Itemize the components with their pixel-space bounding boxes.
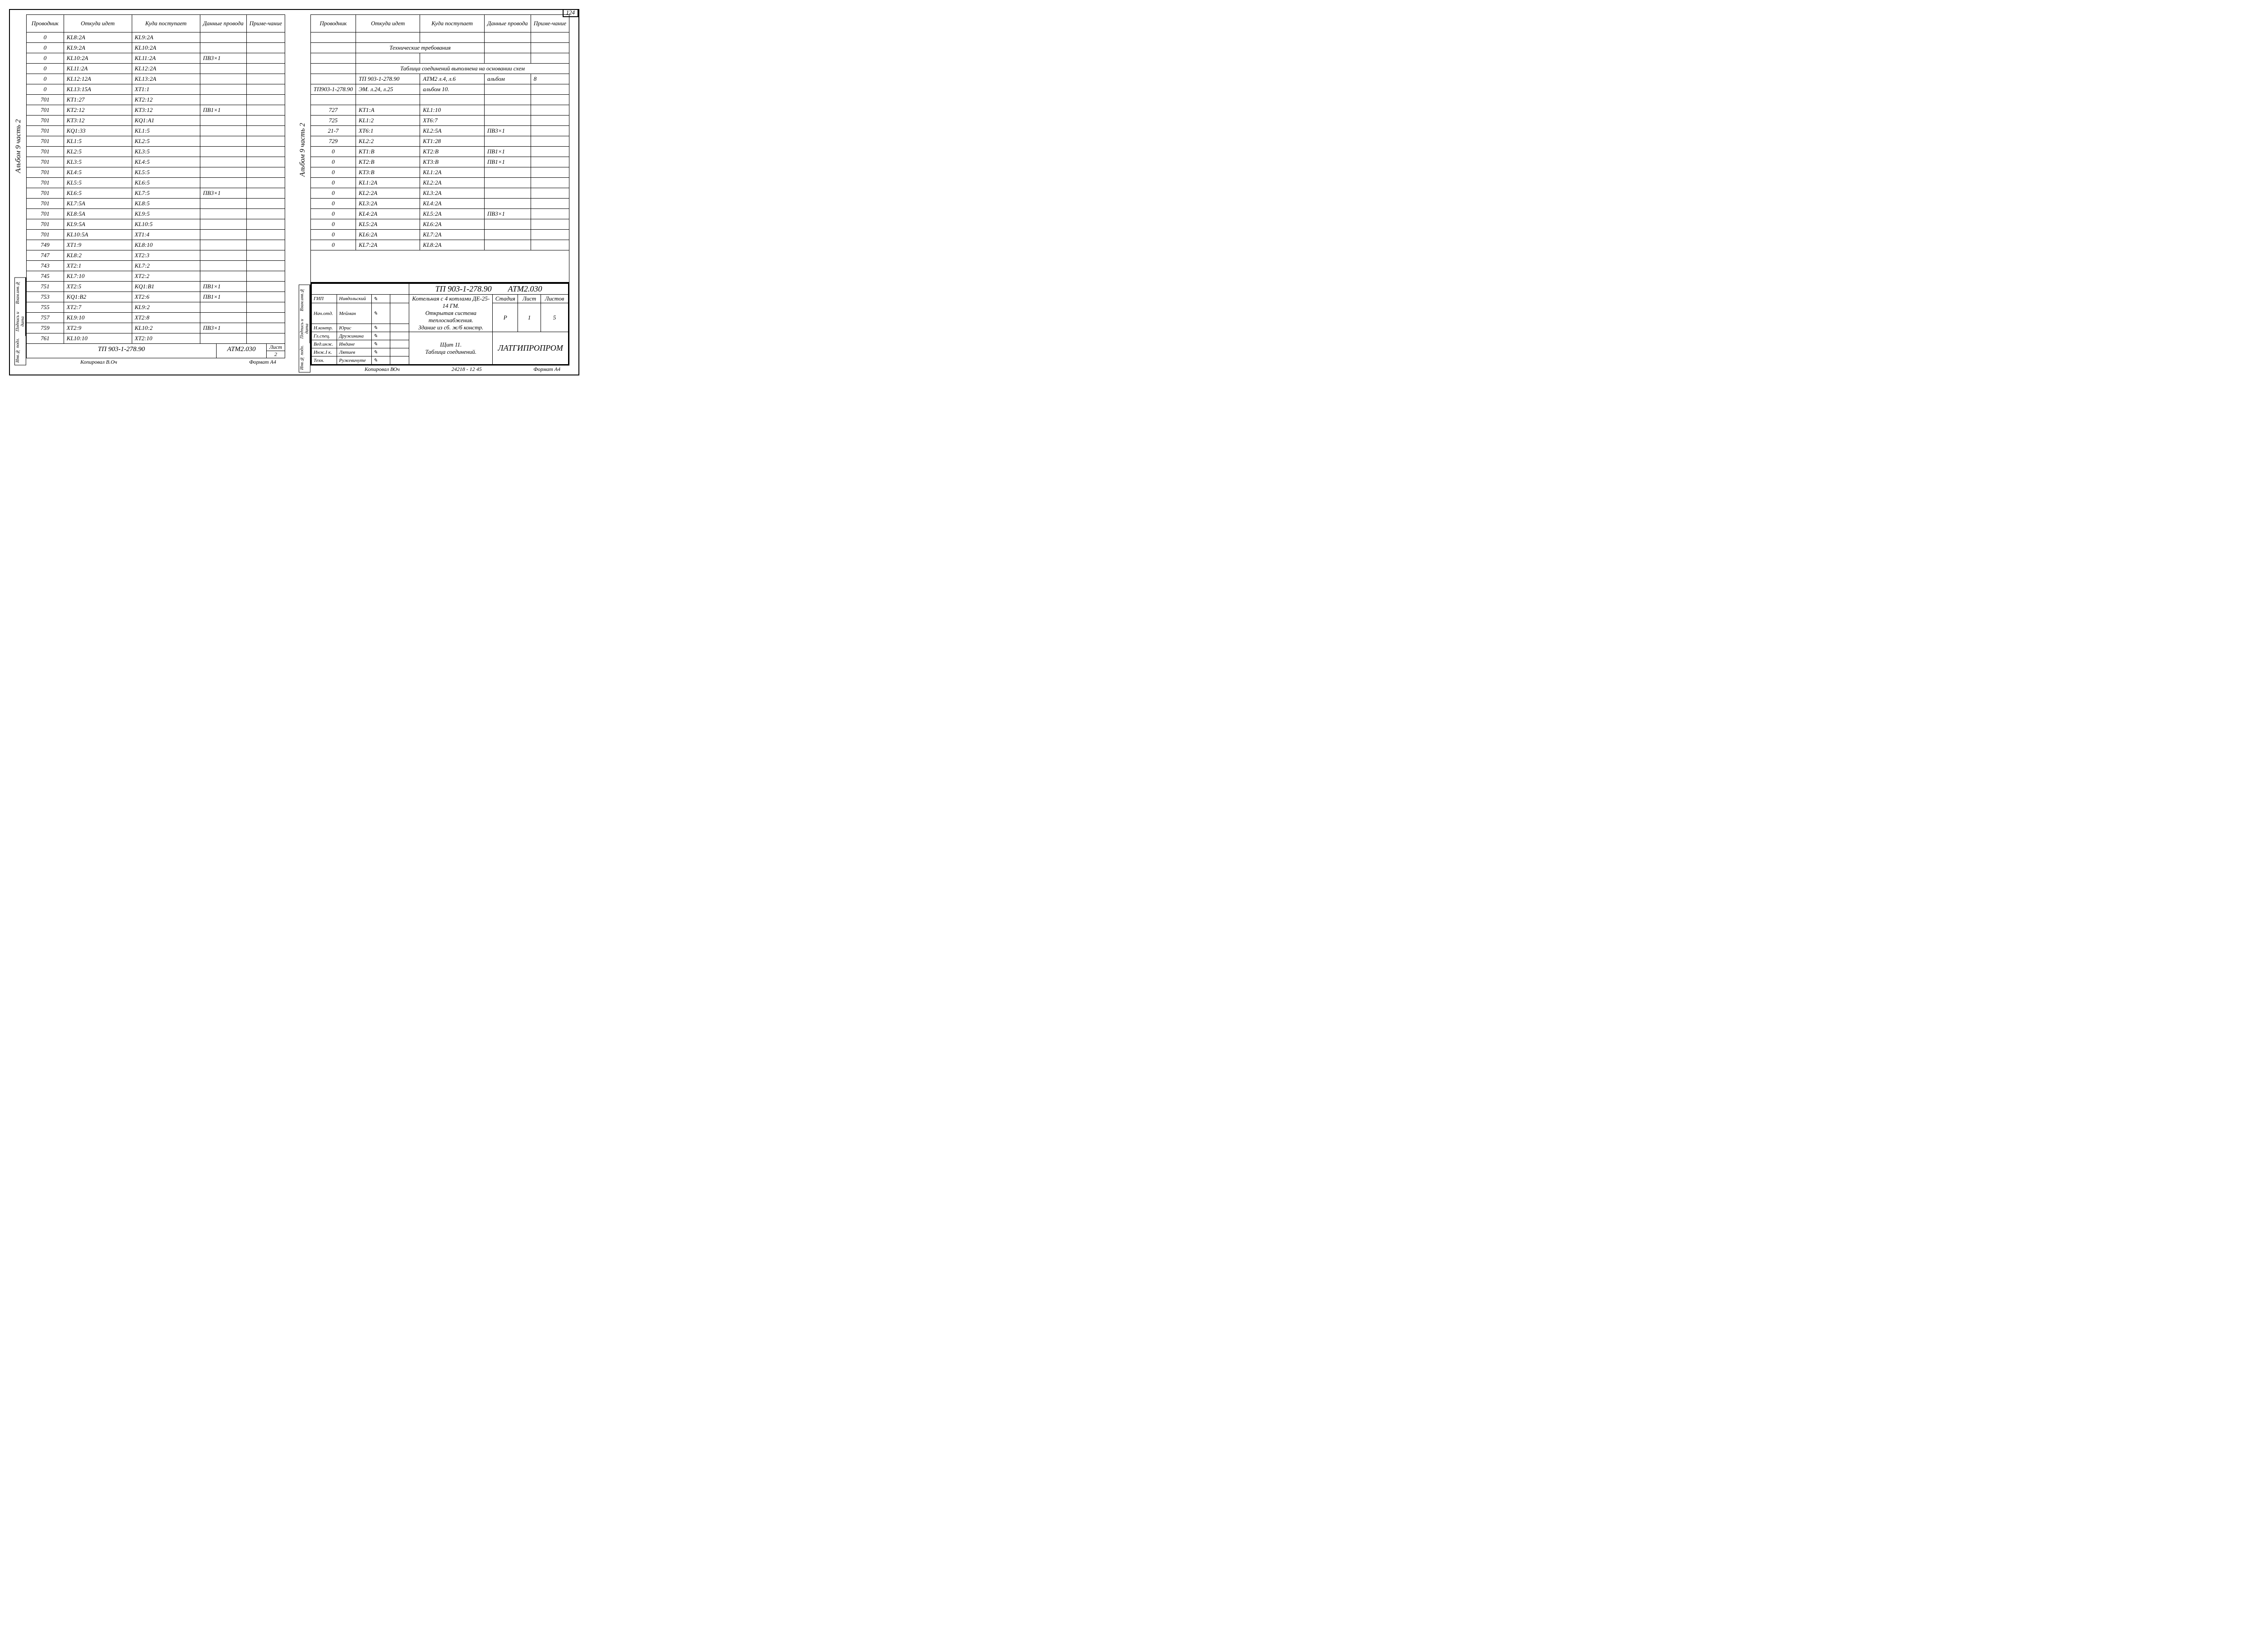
table-row [311,53,569,64]
table-row [311,95,569,105]
table-row: 0KL13:15AXT1:1 [27,84,285,95]
table-row: 21-7XT6:1KL2:5AПВ3×1 [311,126,569,136]
project-code: ТП 903-1-278.90 [27,344,217,358]
table-row: 761KL10:10XT2:10 [27,333,285,344]
spacer [310,250,569,282]
rail-cell: Инв.№ подл. [15,336,26,365]
col-from: Откуда идет [356,15,420,32]
table-row: 701KQ1:33KL1:5 [27,126,285,136]
table-row: 0KL3:2AKL4:2A [311,199,569,209]
table-row: 743XT2:1KL7:2 [27,261,285,271]
rail-cell: Подпись и дата [299,315,310,343]
table-row: 0KL4:2AKL5:2AПВ3×1 [311,209,569,219]
table-row: 701KT3:12KQ1:A1 [27,116,285,126]
rail-cell: Инв.№ подл. [299,343,310,372]
table-row: 0KL2:2AKL3:2A [311,188,569,199]
table-row: 749XT1:9KL8:10 [27,240,285,250]
right-copyline: Копировал ВОч 24218 - 12 45 Формат А4 [310,366,569,373]
table-row: Таблица соединений выполнена на основани… [311,64,569,74]
table-row: 727KT1:AKL1:10 [311,105,569,116]
table-row: ТП 903-1-278.90АТМ2 л.4, л.6альбом8 [311,74,569,84]
col-wire: Данные провода [484,15,531,32]
table-row: 0KL10:2AKL11:2AПВ3×1 [27,53,285,64]
stamp-rail: Взам.инв.№ Подпись и дата Инв.№ подл. [299,285,310,373]
table-row: 0KL9:2AKL10:2A [27,43,285,53]
connection-table-right: Проводник Откуда идет Куда поступает Дан… [310,14,569,250]
col-wire: Данные провода [200,15,246,32]
col-note: Приме-чание [531,15,569,32]
rail-cell: Взам.инв.№ [299,285,310,314]
stamp-rail: Взам.инв.№ Подпись и дата Инв.№ подл. [14,278,26,366]
right-page: Альбом 9 часть 2 Взам.инв.№ Подпись и да… [299,14,569,373]
col-to: Куда поступает [420,15,485,32]
table-row: 757KL9:10XT2:8 [27,313,285,323]
table-row: 0KL1:2AKL2:2A [311,178,569,188]
table-row: 0KL6:2AKL7:2A [311,230,569,240]
table-row: 759XT2:9KL10:2ПВ3×1 [27,323,285,333]
table-row: 701KL9:5AKL10:5 [27,219,285,230]
table-row: ТП903-1-278.90ЭМ. л.24, л.25альбом 10. [311,84,569,95]
table-row: 0KL12:12AKL13:2A [27,74,285,84]
col-note: Приме-чание [246,15,285,32]
table-row: 701KL8:5AKL9:5 [27,209,285,219]
sheet-number: Лист 2 [267,344,285,358]
table-row: 701KL10:5AXT1:4 [27,230,285,240]
title-block: ТП 903-1-278.90 АТМ2.030 ГИП Нивдольский… [310,282,569,366]
table-row: 701KL7:5AKL8:5 [27,199,285,209]
organization: ЛАТГИПРОПРОМ [493,332,569,365]
table-row [311,32,569,43]
table-row: 701KL3:5KL4:5 [27,157,285,167]
table-row: 701KL5:5KL6:5 [27,178,285,188]
left-copyline: Копировал В.Оч Формат А4 [26,358,285,366]
table-row: 701KL1:5KL2:5 [27,136,285,147]
table-row: Технические требования [311,43,569,53]
rail-cell: Подпись и дата [15,307,26,336]
table-row: 0KT3:BKL1:2A [311,167,569,178]
left-footer: ТП 903-1-278.90 АТМ2.030 Лист 2 [26,344,285,358]
table-row: 729KL2:2KT1:28 [311,136,569,147]
table-row: 751XT2:5KQ1:B1ПВ1×1 [27,282,285,292]
table-row: 755XT2:7KL9:2 [27,302,285,313]
table-row: 725KL1:2XT6:7 [311,116,569,126]
connection-table-left: Проводник Откуда идет Куда поступает Дан… [26,14,285,344]
table-row: 753KQ1:B2XT2:6ПВ1×1 [27,292,285,302]
album-label: Альбом 9 часть 2 [14,14,26,278]
name: Нивдольский [337,295,371,303]
col-conductor: Проводник [311,15,356,32]
role: ГИП [312,295,337,303]
table-row: 701KL6:5KL7:5ПВ3×1 [27,188,285,199]
right-side-rail: Альбом 9 часть 2 Взам.инв.№ Подпись и да… [299,14,310,373]
table-row: 0KT2:BKT3:BПВ1×1 [311,157,569,167]
page-number: 124 [563,9,579,17]
left-side-rail: Альбом 9 часть 2 Взам.инв.№ Подпись и да… [14,14,26,366]
col-conductor: Проводник [27,15,64,32]
drawing-sheet: 124 Альбом 9 часть 2 Взам.инв.№ Подпись … [9,9,579,375]
table-row: 701KL2:5KL3:5 [27,147,285,157]
table-row: 701KT1:27KT2:12 [27,95,285,105]
table-row: 701KL4:5KL5:5 [27,167,285,178]
col-to: Куда поступает [132,15,200,32]
table-row: 745KL7:10XT2:2 [27,271,285,282]
table-row: 0KL5:2AKL6:2A [311,219,569,230]
doc-code: АТМ2.030 [217,344,267,358]
left-page: Альбом 9 часть 2 Взам.инв.№ Подпись и да… [14,14,285,373]
table-row: 0KL7:2AKL8:2A [311,240,569,250]
table-row: 0KL11:2AKL12:2A [27,64,285,74]
table-row: 701KT2:12KT3:12ПВ1×1 [27,105,285,116]
rail-cell: Взам.инв.№ [15,278,26,307]
table-row: 0KT1:BKT2:BПВ1×1 [311,147,569,157]
album-label: Альбом 9 часть 2 [299,14,310,285]
col-from: Откуда идет [64,15,132,32]
table-row: 0KL8:2AKL9:2A [27,32,285,43]
table-row: 747KL8:2XT2:3 [27,250,285,261]
